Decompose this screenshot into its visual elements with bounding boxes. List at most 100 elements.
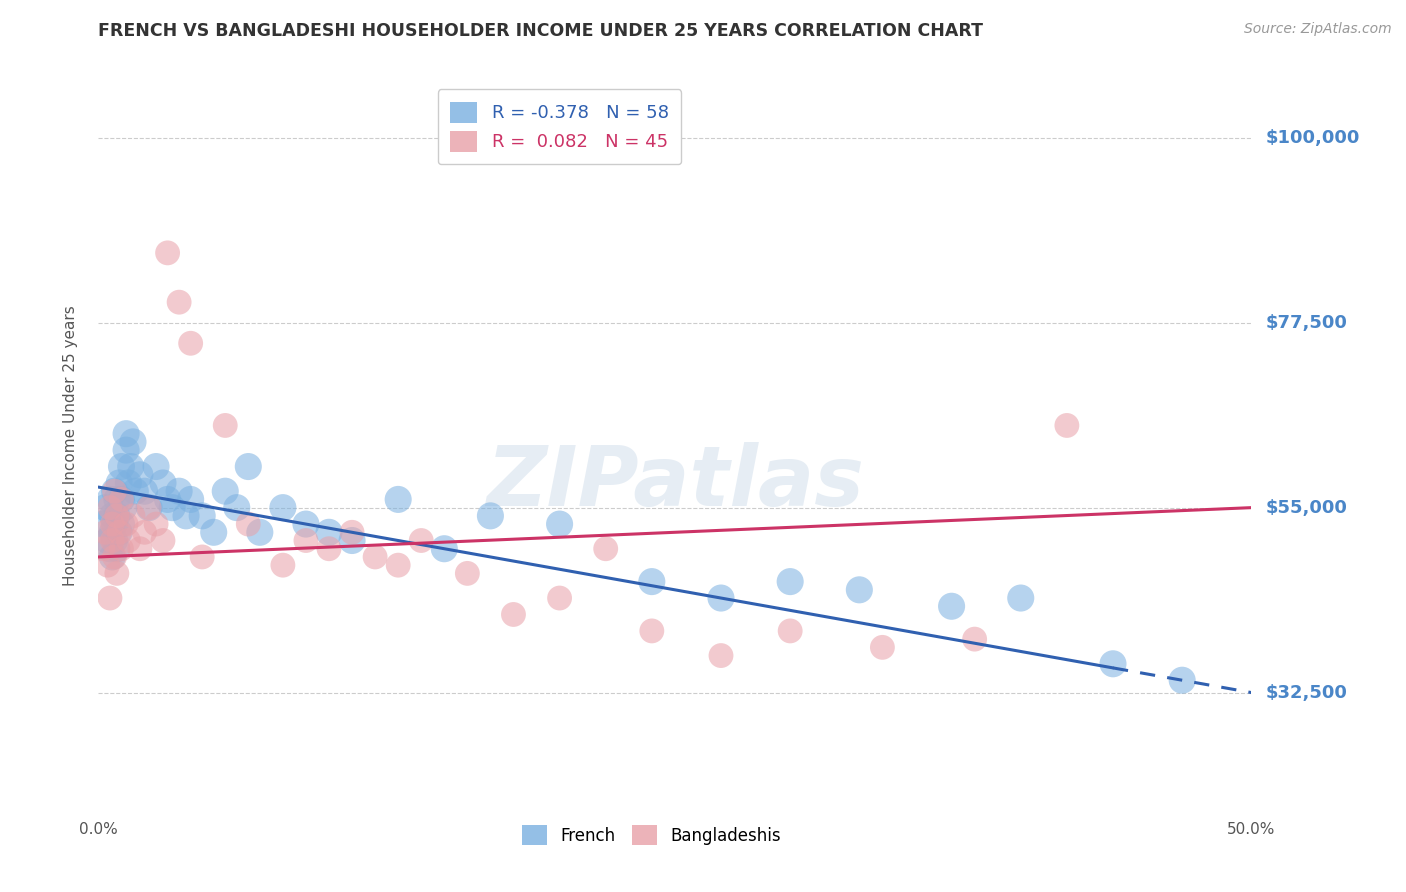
Point — [167, 484, 190, 499]
Point — [160, 500, 183, 515]
Point — [191, 508, 214, 523]
Point — [105, 508, 128, 523]
Point — [97, 533, 120, 548]
Point — [103, 484, 125, 499]
Point — [101, 517, 124, 532]
Point — [779, 624, 801, 638]
Point — [152, 533, 174, 548]
Point — [191, 549, 214, 564]
Point — [97, 558, 120, 573]
Point — [271, 558, 294, 573]
Point — [98, 492, 121, 507]
Point — [138, 500, 160, 515]
Point — [110, 459, 132, 474]
Point — [108, 525, 131, 540]
Point — [340, 525, 363, 540]
Legend: French, Bangladeshis: French, Bangladeshis — [512, 815, 792, 855]
Point — [387, 558, 409, 573]
Point — [101, 533, 124, 548]
Point — [1171, 673, 1194, 688]
Point — [103, 484, 125, 499]
Point — [433, 541, 456, 556]
Y-axis label: Householder Income Under 25 years: Householder Income Under 25 years — [63, 306, 77, 586]
Point — [115, 426, 138, 441]
Point — [124, 484, 146, 499]
Point — [152, 475, 174, 490]
Point — [238, 517, 260, 532]
Point — [94, 500, 117, 515]
Text: $55,000: $55,000 — [1265, 499, 1347, 516]
Point — [779, 574, 801, 589]
Point — [122, 508, 145, 523]
Point — [108, 525, 131, 540]
Point — [103, 549, 125, 564]
Point — [110, 517, 132, 532]
Point — [295, 517, 318, 532]
Text: Source: ZipAtlas.com: Source: ZipAtlas.com — [1244, 22, 1392, 37]
Point — [129, 541, 152, 556]
Point — [112, 500, 135, 515]
Point — [941, 599, 963, 614]
Point — [271, 500, 294, 515]
Point — [101, 525, 124, 540]
Point — [94, 525, 117, 540]
Point — [411, 533, 433, 548]
Point — [122, 434, 145, 449]
Point — [108, 475, 131, 490]
Point — [129, 467, 152, 482]
Point — [249, 525, 271, 540]
Point — [641, 574, 664, 589]
Text: $100,000: $100,000 — [1265, 128, 1360, 147]
Point — [963, 632, 986, 647]
Text: $32,500: $32,500 — [1265, 683, 1347, 701]
Point — [103, 533, 125, 548]
Point — [105, 492, 128, 507]
Point — [710, 648, 733, 663]
Point — [548, 517, 571, 532]
Point — [105, 508, 128, 523]
Point — [120, 459, 142, 474]
Point — [101, 508, 124, 523]
Point — [103, 517, 125, 532]
Point — [110, 541, 132, 556]
Point — [98, 591, 121, 605]
Point — [479, 508, 502, 523]
Point — [167, 295, 190, 310]
Point — [115, 443, 138, 458]
Point — [117, 533, 139, 548]
Point — [202, 525, 225, 540]
Point — [595, 541, 617, 556]
Point — [105, 541, 128, 556]
Point — [848, 582, 870, 597]
Point — [105, 566, 128, 581]
Point — [156, 245, 179, 260]
Point — [110, 492, 132, 507]
Point — [98, 500, 121, 515]
Point — [456, 566, 478, 581]
Point — [117, 475, 139, 490]
Point — [145, 517, 167, 532]
Point — [318, 541, 340, 556]
Point — [98, 541, 121, 556]
Point — [340, 533, 363, 548]
Point — [1010, 591, 1032, 605]
Point — [295, 533, 318, 548]
Point — [115, 517, 138, 532]
Point — [872, 640, 894, 655]
Point — [134, 484, 156, 499]
Point — [1102, 657, 1125, 671]
Point — [318, 525, 340, 540]
Point — [214, 418, 236, 433]
Point — [145, 459, 167, 474]
Point — [91, 541, 114, 556]
Point — [238, 459, 260, 474]
Text: $77,500: $77,500 — [1265, 314, 1347, 332]
Point — [156, 492, 179, 507]
Point — [387, 492, 409, 507]
Point — [134, 525, 156, 540]
Point — [91, 517, 114, 532]
Point — [225, 500, 247, 515]
Point — [180, 336, 202, 351]
Point — [548, 591, 571, 605]
Point — [180, 492, 202, 507]
